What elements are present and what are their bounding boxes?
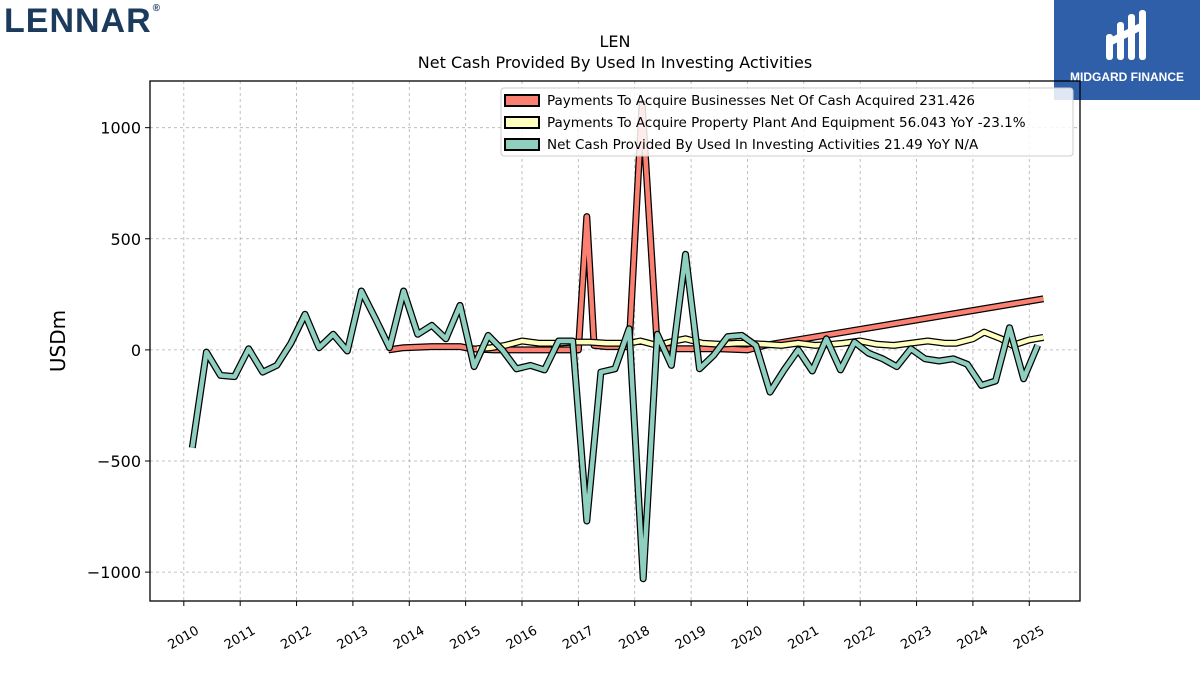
x-tick-label: 2021 <box>786 623 822 653</box>
lennar-logo-text: LENNAR <box>4 2 152 40</box>
legend-swatch-2 <box>504 138 540 151</box>
x-tick-label: 2015 <box>447 623 483 653</box>
legend-label-0: Payments To Acquire Businesses Net Of Ca… <box>547 93 975 109</box>
legend: Payments To Acquire Businesses Net Of Ca… <box>500 87 1074 157</box>
x-tick-label: 2016 <box>504 623 540 653</box>
x-tick-label: 2017 <box>560 623 596 653</box>
x-tick-label: 2020 <box>729 623 765 653</box>
x-tick-label: 2019 <box>673 623 709 653</box>
x-tick-label: 2024 <box>955 623 991 653</box>
midgard-finance-wordmark: MIDGARD FINANCE <box>1070 70 1184 84</box>
chart-title: LEN <box>600 32 631 51</box>
x-tick-label: 2023 <box>898 623 934 653</box>
x-tick-label: 2014 <box>391 623 427 653</box>
legend-label-1: Payments To Acquire Property Plant And E… <box>547 115 1026 131</box>
y-tick-label: 500 <box>110 230 141 249</box>
y-tick-label: −1000 <box>87 563 141 582</box>
x-tick-label: 2022 <box>842 623 878 653</box>
chart-subtitle: Net Cash Provided By Used In Investing A… <box>418 53 812 72</box>
x-tick-label: 2011 <box>222 623 258 653</box>
legend-swatch-1 <box>504 116 540 129</box>
y-tick-label: −500 <box>97 452 141 471</box>
midgard-emblem-icon <box>1106 10 1146 60</box>
midgard-finance-logo: MIDGARD FINANCE <box>1054 0 1200 100</box>
legend-box <box>500 87 1074 157</box>
x-tick-label: 2013 <box>335 623 371 653</box>
y-axis-label: USDm <box>46 310 70 372</box>
legend-label-2: Net Cash Provided By Used In Investing A… <box>547 137 979 153</box>
series-line-0 <box>388 100 1044 353</box>
lennar-logo: LENNAR® <box>4 2 162 40</box>
y-tick-label: 0 <box>131 341 141 360</box>
x-tick-label: 2025 <box>1011 623 1047 653</box>
series-line-outline-2 <box>188 250 1041 583</box>
registered-mark: ® <box>152 3 162 14</box>
axes: 1000 500 0 −500 −1000 2010 2011 2012 2013 2014 201… <box>87 119 1047 653</box>
series-line-2 <box>190 252 1040 582</box>
x-tick-label: 2018 <box>617 623 653 653</box>
legend-swatch-0 <box>504 94 540 107</box>
x-tick-label: 2010 <box>166 623 202 653</box>
y-tick-label: 1000 <box>100 119 141 138</box>
x-tick-label: 2012 <box>278 623 314 653</box>
series-layer <box>188 99 1045 583</box>
plot-frame <box>149 80 1081 602</box>
